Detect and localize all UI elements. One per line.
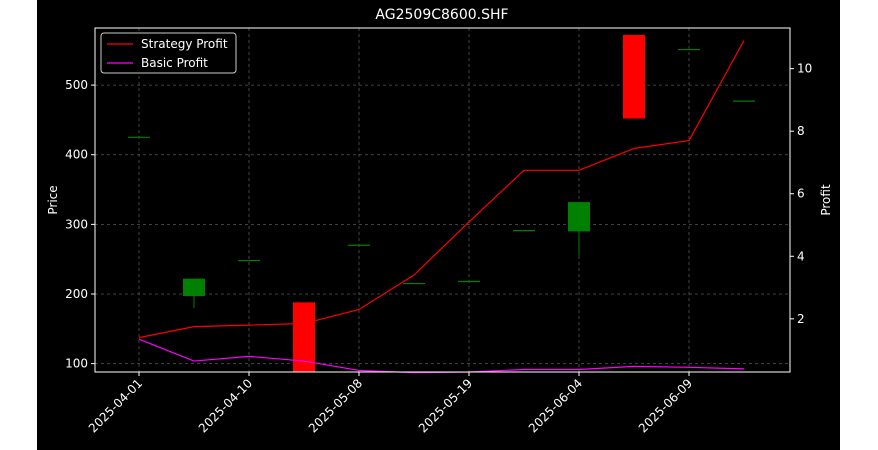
legend-box — [100, 32, 237, 74]
legend: Strategy Profit Basic Profit — [100, 32, 237, 74]
left-y-tick-label: 500 — [65, 78, 88, 92]
left-y-tick-label: 200 — [65, 287, 88, 301]
left-y-tick-label: 400 — [65, 148, 88, 162]
candle-body — [293, 302, 315, 372]
chart-title: AG2509C8600.SHF — [375, 7, 508, 23]
plot-area — [95, 28, 790, 372]
right-axis-label: Profit — [819, 184, 833, 216]
right-y-tick-label: 10 — [797, 62, 812, 76]
candle-body — [623, 34, 645, 119]
candles — [128, 34, 755, 372]
legend-basic-label: Basic Profit — [141, 56, 208, 70]
right-y-tick-label: 6 — [797, 187, 805, 201]
right-y-tick-label: 8 — [797, 124, 805, 138]
strategy-profit-line — [138, 40, 745, 339]
candle-body — [568, 202, 590, 232]
gridlines — [95, 28, 790, 372]
legend-strategy-label: Strategy Profit — [141, 37, 228, 51]
left-y-tick-label: 100 — [65, 357, 88, 371]
candle-body — [183, 278, 205, 297]
right-y-tick-label: 4 — [797, 249, 805, 263]
plot-frame — [94, 27, 791, 373]
right-y-tick-label: 2 — [797, 312, 805, 326]
left-axis-label: Price — [46, 185, 60, 214]
left-y-tick-label: 300 — [65, 217, 88, 231]
